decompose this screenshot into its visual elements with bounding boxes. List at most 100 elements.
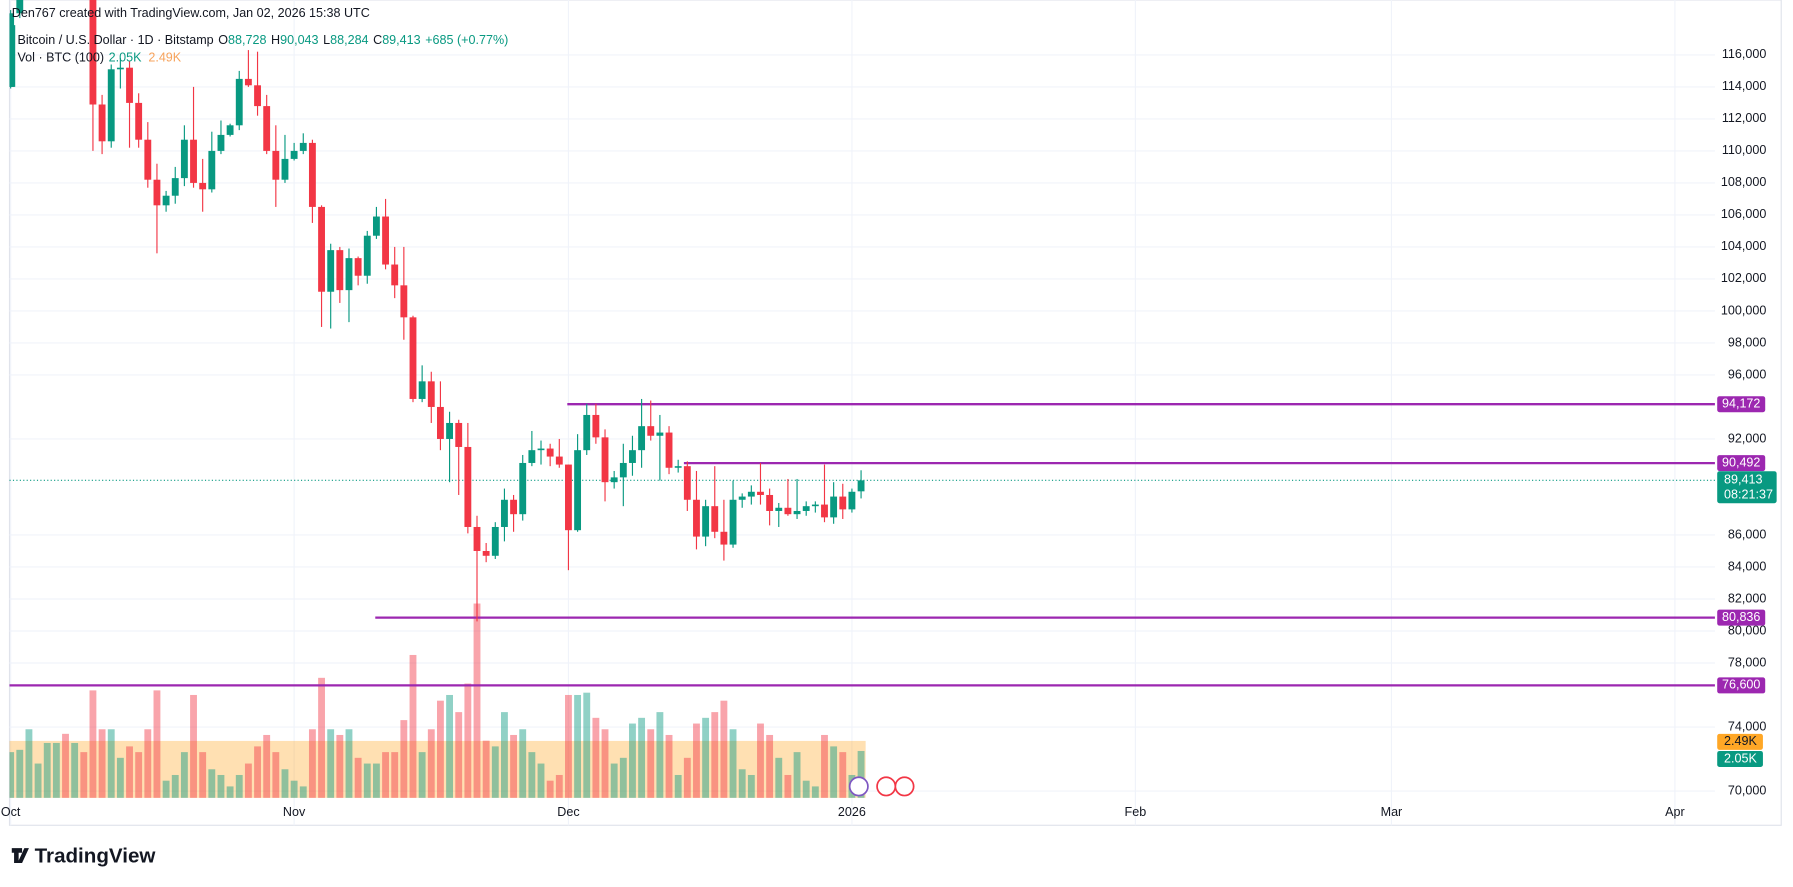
- candle-body: [665, 432, 673, 468]
- x-tick-label: Apr: [1665, 805, 1685, 819]
- candles: [9, 0, 865, 622]
- level-label: 76,600: [1722, 678, 1760, 692]
- candle-body: [775, 507, 783, 511]
- level-label-box: [1717, 609, 1766, 626]
- candle-body: [565, 464, 572, 531]
- y-tick-label: 82,000: [1728, 591, 1766, 605]
- level-label: 94,172: [1722, 397, 1760, 411]
- y-tick-label: 92,000: [1728, 431, 1766, 445]
- volume-bar: [25, 729, 33, 798]
- candle-body: [473, 526, 481, 551]
- volume-bar: [638, 717, 646, 798]
- y-tick-label: 108,000: [1721, 175, 1766, 189]
- volume-last: 2.05K: [109, 51, 142, 65]
- candle-body: [519, 462, 527, 515]
- candle-body: [583, 414, 591, 451]
- change: +685 (+0.77%): [425, 33, 508, 47]
- volume-bar: [244, 763, 252, 798]
- volume-bar: [784, 774, 792, 798]
- level-label: 80,836: [1722, 610, 1760, 624]
- candle-body: [501, 499, 508, 527]
- volume-bar: [683, 757, 691, 798]
- candle-body: [647, 426, 655, 436]
- candle-body: [601, 437, 609, 483]
- volume-bar: [565, 694, 572, 798]
- volume-bar: [190, 694, 197, 798]
- volume-bar: [665, 734, 673, 798]
- volume-bar: [62, 733, 69, 798]
- y-tick-label: 110,000: [1722, 143, 1766, 157]
- chart-frame: [8, 0, 1782, 826]
- y-tick-label: 70,000: [1728, 783, 1766, 797]
- candle-body: [135, 102, 143, 140]
- candle-body: [784, 507, 792, 515]
- level-label: 90,492: [1722, 455, 1760, 469]
- ohlc-value: 90,043: [280, 33, 318, 47]
- candle-body: [345, 258, 353, 291]
- candle-body: [263, 106, 271, 151]
- volume-bar: [226, 786, 234, 798]
- candle-body: [372, 216, 380, 236]
- volume-bar: [336, 734, 344, 798]
- candle-body: [619, 462, 627, 478]
- header: Den767 created with TradingView.com, Jan…: [12, 6, 370, 20]
- candle-body: [528, 450, 536, 463]
- y-tick-label: 116,000: [1722, 47, 1766, 61]
- volume-bar: [775, 757, 783, 798]
- candle-body: [821, 504, 828, 518]
- volume-bar: [436, 700, 444, 798]
- volume-bar: [418, 752, 426, 798]
- candle-body: [674, 466, 682, 468]
- volume-ma-area: [9, 740, 866, 798]
- volume-bar: [464, 683, 472, 798]
- y-tick-label: 80,000: [1728, 623, 1766, 637]
- volume-bar: [857, 750, 865, 798]
- last-price-box: [1717, 471, 1777, 504]
- candle-body: [16, 0, 24, 14]
- candle-body: [436, 406, 444, 439]
- candle-body: [537, 448, 545, 451]
- candle-body: [126, 67, 133, 103]
- candle-body: [830, 496, 838, 518]
- candle-body: [180, 139, 188, 179]
- volume-bar: [116, 757, 124, 798]
- x-tick-label: Nov: [283, 805, 306, 819]
- candle-body: [244, 78, 252, 86]
- volume-bar: [391, 752, 399, 798]
- volume-bar: [153, 690, 161, 798]
- candle-body: [793, 510, 801, 515]
- volume-bar: [574, 694, 582, 798]
- y-tick-label: 106,000: [1721, 207, 1766, 221]
- candle-body: [363, 235, 371, 276]
- volume-bar: [510, 734, 518, 798]
- footer-brand: TradingView: [35, 845, 157, 868]
- volume-bar: [98, 729, 106, 798]
- volume-bar: [455, 712, 463, 798]
- volume-title: Vol · BTC (100): [18, 51, 105, 65]
- volume-bar: [382, 752, 389, 798]
- candle-body: [848, 491, 856, 510]
- volume-bar: [821, 734, 828, 798]
- volume-bar: [217, 774, 225, 798]
- footer-logo: TradingView: [11, 845, 157, 868]
- y-tick-label: 98,000: [1728, 335, 1766, 349]
- symbol: Bitcoin / U.S. Dollar · 1D · Bitstamp: [18, 33, 214, 47]
- x-tick-label: Feb: [1125, 805, 1147, 819]
- candle-body: [354, 258, 362, 276]
- candle-body: [290, 150, 298, 159]
- levels: [9, 403, 1715, 687]
- volume-bar: [830, 746, 838, 798]
- candle-body: [235, 78, 243, 126]
- volume-legend: Vol · BTC (100) 2.05K 2.49K: [18, 51, 182, 65]
- candle-body: [747, 491, 755, 497]
- volume-bar: [80, 752, 88, 798]
- volume-bar: [144, 729, 152, 798]
- volume-bar: [43, 742, 51, 798]
- volume-bar: [180, 752, 188, 798]
- volume-bar: [345, 729, 353, 798]
- candle-body: [162, 195, 170, 206]
- volume-bar: [839, 752, 847, 798]
- candle-body: [446, 422, 453, 439]
- candle-body: [546, 448, 554, 457]
- volume-bar: [519, 729, 527, 798]
